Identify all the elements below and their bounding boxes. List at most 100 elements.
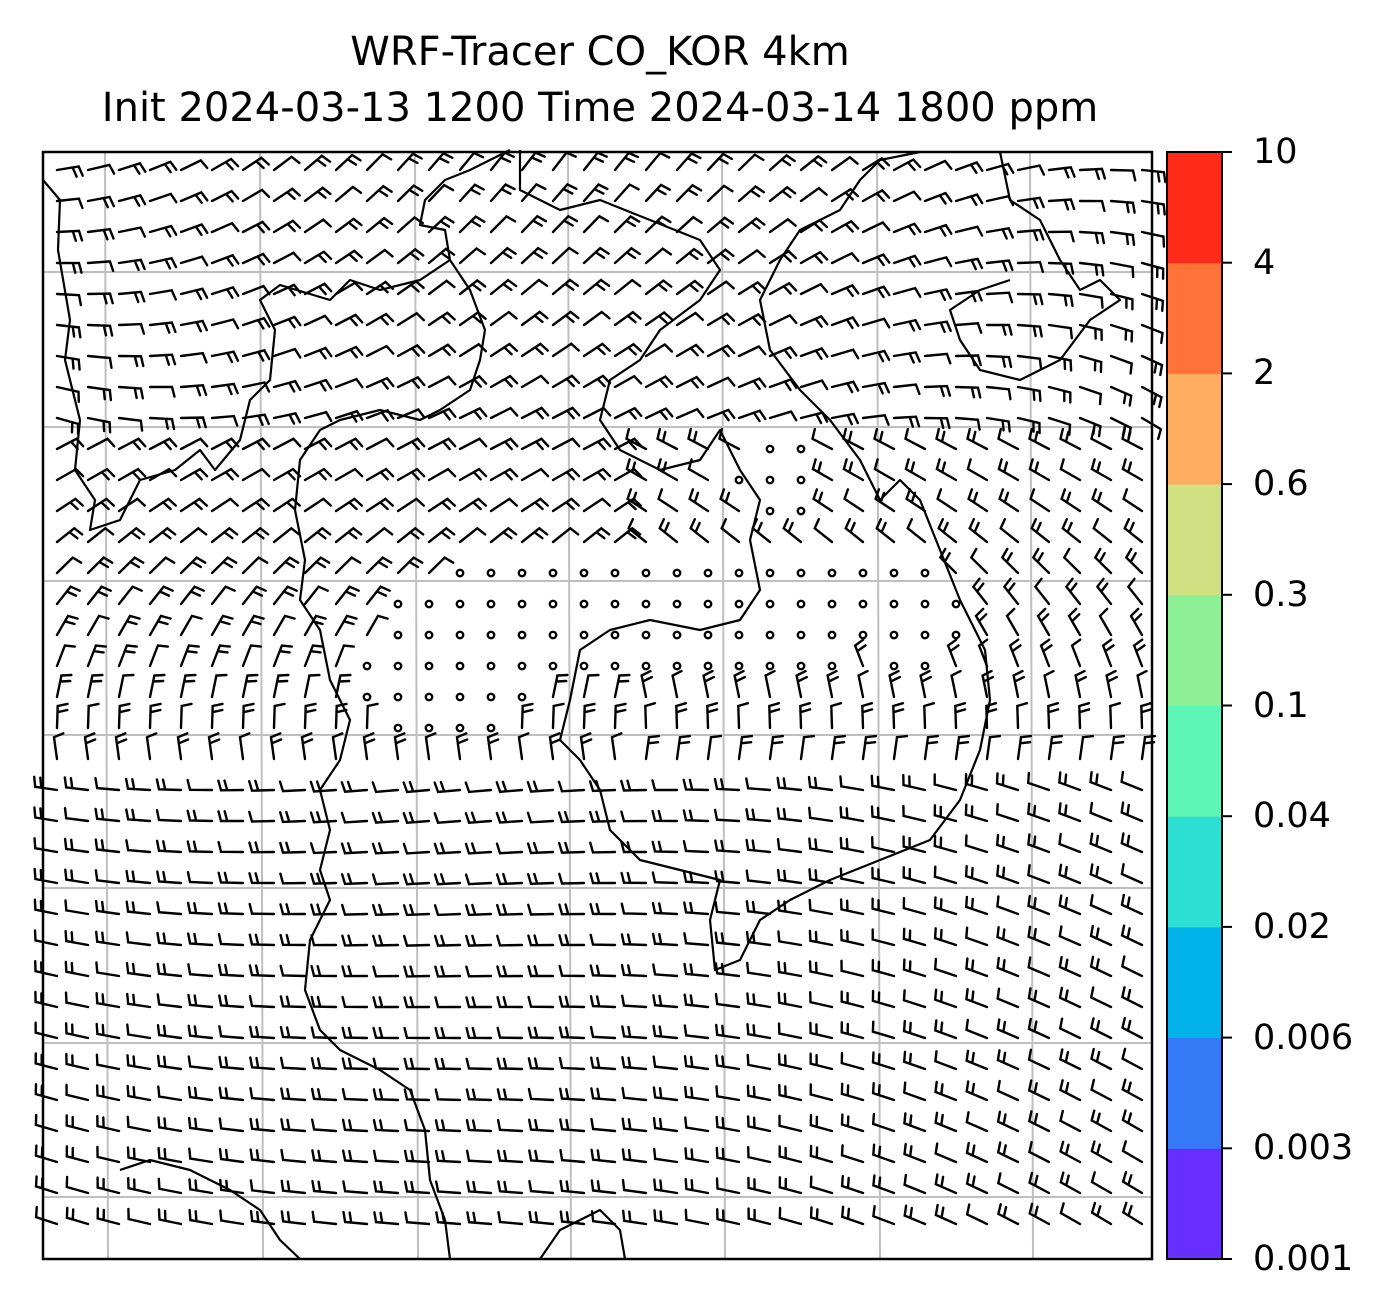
wind-barb	[303, 437, 333, 451]
wind-barb	[671, 669, 683, 699]
wind-barb	[156, 931, 183, 947]
wind-barb	[715, 1023, 741, 1040]
wind-barb	[1027, 802, 1051, 823]
wind-barb	[1047, 323, 1073, 340]
calm-marker	[424, 692, 434, 702]
wind-barb	[830, 412, 859, 426]
wind-barb	[272, 315, 302, 329]
wind-barb	[86, 614, 110, 637]
wind-barb	[486, 732, 500, 761]
wind-barb	[799, 250, 829, 265]
wind-barb	[433, 842, 462, 855]
wind-barb	[434, 1026, 462, 1040]
wind-barb	[675, 279, 704, 296]
wind-barb	[656, 427, 679, 451]
wind-barb	[341, 1118, 369, 1133]
wind-barb	[1058, 955, 1082, 978]
wind-barb	[117, 194, 147, 207]
wind-barb	[33, 898, 59, 916]
wind-barb	[840, 1113, 865, 1133]
wind-barb	[331, 732, 344, 761]
wind-barb	[965, 957, 989, 978]
wind-barb	[1027, 1017, 1051, 1040]
wind-barb	[465, 934, 493, 947]
calm-marker	[455, 630, 465, 640]
wind-barb	[117, 585, 143, 606]
wind-barb	[210, 526, 239, 544]
wind-barb	[64, 929, 90, 947]
wind-barb	[334, 673, 352, 699]
wind-barb	[126, 1146, 152, 1164]
wind-barb	[551, 526, 580, 544]
wind-barb	[1027, 1048, 1051, 1071]
wind-barb	[965, 926, 989, 947]
wind-barb	[96, 1207, 121, 1226]
wind-barb	[1005, 607, 1020, 637]
wind-barb	[809, 1206, 834, 1226]
calm-marker	[796, 506, 806, 516]
wind-barb	[1140, 385, 1163, 409]
wind-barb	[86, 467, 116, 482]
wind-barb	[434, 1057, 462, 1071]
wind-barb	[839, 775, 865, 792]
calm-marker	[951, 630, 961, 640]
wind-barb	[1101, 638, 1115, 668]
wind-barb	[658, 518, 679, 544]
wind-barb	[964, 834, 989, 854]
wind-barb	[652, 1086, 679, 1102]
wind-barb	[404, 1211, 431, 1226]
colorbar-tick-label: 0.006	[1253, 1017, 1354, 1058]
calm-marker	[517, 692, 527, 702]
wind-barb	[1090, 1047, 1113, 1071]
wind-barb	[683, 901, 710, 916]
wind-barb	[86, 260, 115, 273]
wind-barb	[365, 702, 379, 730]
wind-barb	[861, 253, 891, 267]
wind-barb	[965, 988, 989, 1009]
wind-barb	[241, 284, 271, 296]
wind-barb	[489, 497, 518, 513]
wind-barb	[934, 1142, 958, 1164]
wind-barb	[799, 411, 829, 425]
wind-barb	[1121, 986, 1144, 1009]
wind-barb	[303, 585, 329, 606]
wind-barb	[622, 1209, 648, 1226]
colorbar-segment-2	[1167, 1037, 1222, 1149]
wind-barb	[799, 347, 829, 360]
wind-barb	[830, 734, 847, 761]
calm-marker	[796, 568, 806, 578]
wind-barb	[188, 1178, 214, 1195]
wind-barb	[340, 872, 369, 886]
wind-barb	[861, 702, 874, 730]
wind-barb	[745, 838, 772, 854]
wind-barb	[342, 1210, 369, 1226]
wind-barb	[365, 408, 395, 422]
wind-barb	[396, 556, 424, 575]
wind-barb	[365, 585, 391, 606]
wind-barb	[830, 219, 860, 234]
wind-barb	[433, 812, 462, 824]
calm-marker	[548, 568, 558, 578]
wind-barb	[1078, 702, 1091, 730]
wind-barb	[1008, 638, 1022, 668]
wind-barb	[52, 732, 65, 761]
wind-barb	[684, 1177, 710, 1195]
calm-marker	[765, 475, 775, 485]
wind-barb	[799, 218, 829, 234]
wind-barb	[396, 437, 426, 451]
wind-barb	[310, 964, 338, 978]
calm-marker	[393, 599, 403, 609]
wind-barb	[808, 868, 834, 885]
wind-barb	[582, 467, 612, 482]
wind-barb	[589, 872, 617, 885]
wind-barb	[117, 614, 141, 637]
wind-barb	[808, 898, 834, 916]
calm-marker	[734, 475, 744, 485]
wind-barb	[187, 932, 214, 947]
wind-barb	[427, 311, 456, 327]
wind-barb	[303, 346, 333, 360]
wind-barb	[489, 278, 518, 296]
wind-barb	[582, 214, 610, 234]
colorbar-tick-label: 10	[1253, 132, 1298, 172]
wind-barb	[808, 929, 834, 947]
